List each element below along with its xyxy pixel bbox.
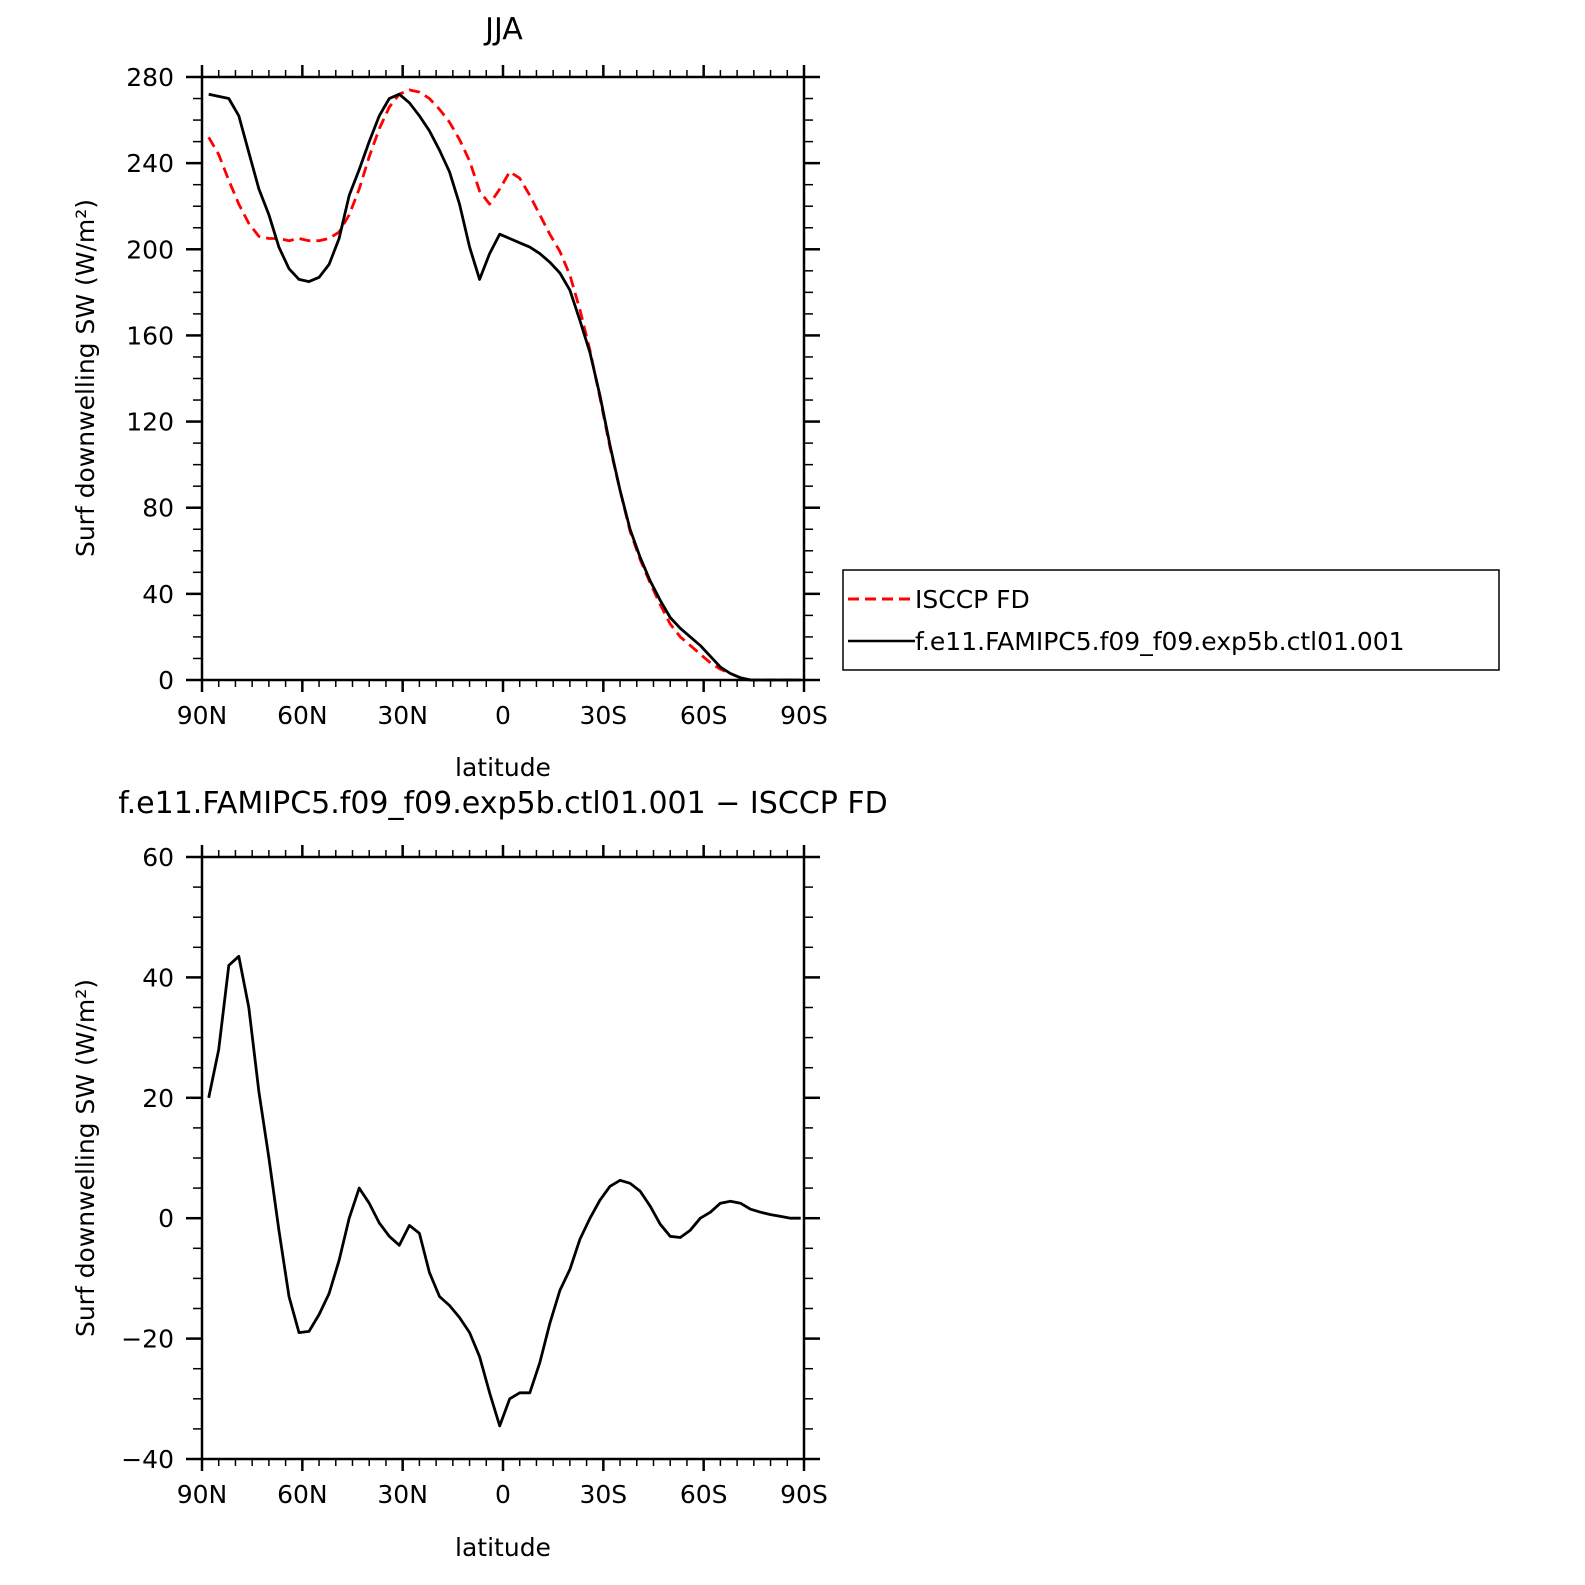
y-tick-label: 160: [126, 321, 174, 350]
y-tick-label: 280: [126, 63, 174, 92]
y-tick-label: 240: [126, 149, 174, 178]
bottom-panel-series: [207, 954, 801, 1428]
x-tick-label: 90N: [177, 701, 228, 730]
bottom-panel-y-axis-label: Surf downwelling SW (W/m²): [71, 979, 100, 1337]
y-tick-label: 60: [142, 843, 174, 872]
bottom-panel-x-axis-label: latitude: [455, 1533, 551, 1562]
x-tick-label: 0: [495, 1480, 511, 1509]
legend-label-isccp-fd: ISCCP FD: [915, 585, 1030, 614]
series-line-model: [208, 92, 801, 682]
top-panel-y-axis-label: Surf downwelling SW (W/m²): [71, 199, 100, 557]
legend: ISCCP FD f.e11.FAMIPC5.f09_f09.exp5b.ctl…: [842, 569, 1500, 671]
x-tick-label: 30N: [377, 701, 428, 730]
top-panel-title: JJA: [483, 12, 523, 47]
y-tick-label: 0: [158, 666, 174, 695]
bottom-panel: f.e11.FAMIPC5.f09_f09.exp5b.ctl01.001 − …: [71, 786, 888, 1562]
bottom-panel-title: f.e11.FAMIPC5.f09_f09.exp5b.ctl01.001 − …: [118, 786, 887, 821]
bottom-panel-frame: [200, 855, 806, 1461]
series-line-isccp-fd: [207, 88, 801, 682]
y-tick-label: 120: [126, 408, 174, 437]
x-tick-label: 90S: [780, 701, 828, 730]
legend-box: [842, 569, 1500, 671]
x-tick-label: 90S: [780, 1480, 828, 1509]
y-tick-label: 200: [126, 235, 174, 264]
y-tick-label: −20: [121, 1325, 174, 1354]
x-tick-label: 90N: [177, 1480, 228, 1509]
y-tick-label: 40: [142, 580, 174, 609]
y-tick-label: 0: [158, 1204, 174, 1233]
x-tick-label: 60S: [680, 701, 728, 730]
top-panel-series: [207, 88, 801, 682]
x-tick-label: 30S: [579, 1480, 627, 1509]
x-tick-label: 60S: [680, 1480, 728, 1509]
series-line-model: [207, 954, 801, 1428]
y-tick-label: 20: [142, 1084, 174, 1113]
x-tick-label: 30N: [377, 1480, 428, 1509]
top-panel-frame: [200, 75, 806, 682]
x-tick-label: 60N: [277, 1480, 328, 1509]
top-panel-x-axis-label: latitude: [455, 753, 551, 782]
y-tick-label: −40: [121, 1445, 174, 1474]
x-tick-label: 0: [495, 701, 511, 730]
y-tick-label: 80: [142, 494, 174, 523]
x-tick-label: 60N: [277, 701, 328, 730]
x-tick-label: 30S: [579, 701, 627, 730]
y-tick-label: 40: [142, 963, 174, 992]
top-panel: JJA 90N 60N 30N 0 30S 60S 90S 0 40 80 120 160 200 240…: [71, 12, 1500, 782]
legend-label-model: f.e11.FAMIPC5.f09_f09.exp5b.ctl01.001: [915, 627, 1405, 656]
